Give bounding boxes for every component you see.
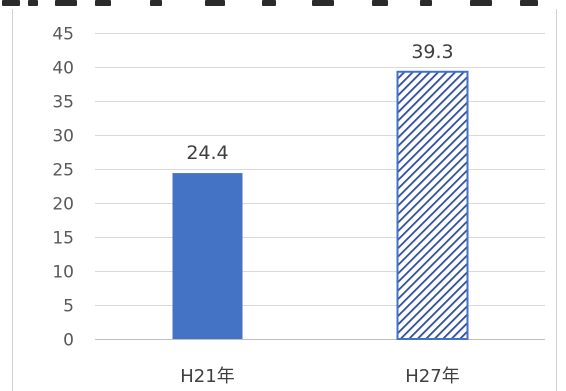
cropped-text-strip	[0, 0, 566, 9]
bar-2	[396, 70, 469, 340]
y-axis: 0 5 10 15 20 25 30 35 40 45	[52, 25, 74, 351]
y-tick-label: 25	[52, 161, 74, 181]
y-tick-label: 40	[52, 59, 74, 79]
y-tick-label: 0	[63, 331, 74, 351]
data-label: 39.3	[411, 41, 453, 63]
data-label: 24.4	[186, 142, 228, 164]
y-tick-label: 35	[52, 93, 74, 113]
chart-border-left	[12, 9, 13, 391]
y-tick-label: 45	[52, 25, 74, 45]
y-tick-label: 5	[63, 297, 74, 317]
x-tick-label: H21年	[180, 366, 234, 387]
chart-border-right	[556, 9, 557, 391]
bar-1	[172, 173, 243, 339]
y-tick-label: 20	[52, 195, 74, 215]
x-tick-label: H27年	[405, 366, 459, 387]
y-tick-label: 30	[52, 127, 74, 147]
y-tick-label: 10	[52, 263, 74, 283]
x-axis: H21年 H27年	[180, 366, 459, 387]
gridlines	[95, 33, 545, 340]
y-tick-label: 15	[52, 229, 74, 249]
bars: 24.4 39.3	[172, 41, 469, 340]
